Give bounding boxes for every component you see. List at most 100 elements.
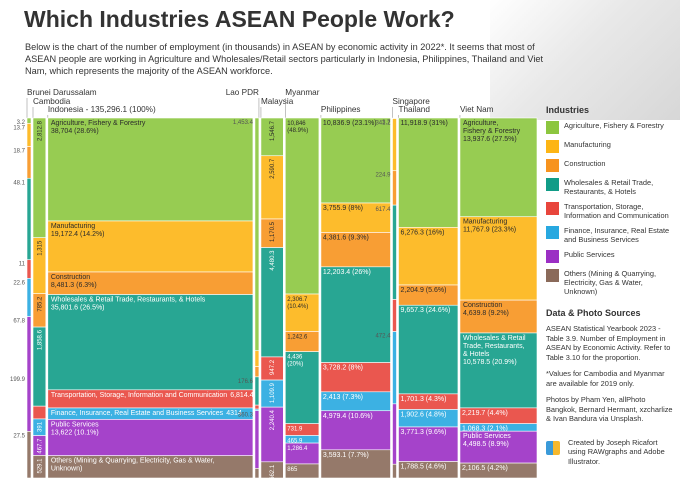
value-label: 2,812.8 xyxy=(37,120,43,141)
column-label: Thailand xyxy=(398,105,430,114)
value-label: 224.9 xyxy=(375,173,391,179)
value-label: 4,639.8 (9.2%) xyxy=(463,310,509,317)
segment xyxy=(392,463,397,479)
value-label: 3,755.9 (8%) xyxy=(323,205,363,212)
segment xyxy=(398,426,459,462)
value-label: 1,701.3 (4.3%) xyxy=(400,396,446,403)
sources-title: Data & Photo Sources xyxy=(546,308,641,318)
segment xyxy=(47,419,254,456)
segment xyxy=(47,294,254,391)
source-note: *Values for Cambodia and Myanmar are ava… xyxy=(546,369,665,388)
value-label: 176.6 xyxy=(238,379,254,385)
sources: ASEAN Statistical Yearbook 2023 - Table … xyxy=(546,324,676,424)
segment xyxy=(254,376,260,406)
segment xyxy=(392,299,397,332)
value-label: 4,436 (20%) xyxy=(287,355,304,368)
segment xyxy=(320,117,391,204)
segment xyxy=(398,304,459,395)
source-note: Photos by Pham Yen, allPhoto Bangkok, Be… xyxy=(546,395,673,423)
segment-name: Construction xyxy=(463,302,502,309)
segment xyxy=(320,362,391,393)
credit-block: Created by Joseph Ricafort using RAWgrap… xyxy=(546,438,676,467)
legend-item: Others (Mining & Quarrying, Electricity,… xyxy=(546,269,676,296)
column-label: Lao PDR xyxy=(226,88,259,97)
value-label: 731.9 xyxy=(287,427,303,433)
value-label: 6,276.3 (16%) xyxy=(400,229,444,236)
value-label: 4,498.5 (8.9%) xyxy=(463,441,509,448)
legend-label: Public Services xyxy=(564,250,615,259)
legend-label: Wholesales & Retail Trade, Restaurants, … xyxy=(564,178,654,196)
value-label: 391 xyxy=(37,421,43,432)
background-photo xyxy=(490,0,680,120)
segment xyxy=(398,117,459,228)
value-label: 13,937.6 (27.5%) xyxy=(463,136,517,143)
segment xyxy=(392,204,397,300)
legend-item: Public Services xyxy=(546,250,676,263)
segment-name: Manufacturing xyxy=(463,219,507,226)
legend-swatch xyxy=(546,269,559,282)
value-label: 35,801.6 (26.5%) xyxy=(51,305,105,312)
value-label: 10,836.9 (23.1%) xyxy=(323,120,377,127)
segment xyxy=(254,404,260,410)
legend-swatch xyxy=(546,250,559,263)
segment xyxy=(320,449,391,479)
segment xyxy=(284,351,320,424)
value-label: 13,622 (10.1%) xyxy=(51,429,99,436)
segment xyxy=(459,332,538,409)
segment-name: Public Services xyxy=(51,421,99,428)
segment xyxy=(392,403,397,465)
segment-name: Manufacturing xyxy=(51,223,95,230)
value-label: 4,979.4 (10.6%) xyxy=(323,413,373,420)
segment xyxy=(459,462,538,479)
logo xyxy=(546,440,560,455)
segment xyxy=(26,316,32,432)
segment xyxy=(47,117,254,222)
legend-swatch xyxy=(546,178,559,191)
value-label: 18.7 xyxy=(13,149,25,155)
credit: Created by Joseph Ricafort using RAWgrap… xyxy=(568,437,665,466)
value-label: 1,109.9 xyxy=(270,382,276,403)
legend-label: Manufacturing xyxy=(564,140,611,149)
segment xyxy=(26,177,32,261)
value-label: 360.3 xyxy=(238,413,254,419)
value-label: 1,286.4 xyxy=(287,446,308,452)
segment-name: Public Services xyxy=(463,433,511,440)
value-label: 22.6 xyxy=(13,280,25,286)
legend-item: Finance, Insurance, Real Estate and Busi… xyxy=(546,226,676,244)
segment xyxy=(47,455,254,479)
value-label: 11 xyxy=(19,262,26,268)
legend-label: Finance, Insurance, Real Estate and Busi… xyxy=(564,226,670,244)
segment xyxy=(392,118,397,172)
legend-swatch xyxy=(546,202,559,215)
value-label: 2,590.7 xyxy=(270,158,276,179)
segment xyxy=(284,117,320,295)
value-label: 10,846 (48.9%) xyxy=(287,121,308,134)
segment xyxy=(26,431,32,479)
segment xyxy=(320,202,391,233)
column-label: Philippines xyxy=(321,105,361,114)
segment-name: Others (Mining & Quarrying, Electricity,… xyxy=(51,458,217,473)
value-label: 2,106.5 (4.2%) xyxy=(462,465,508,472)
segment xyxy=(260,461,284,479)
value-label: 865 xyxy=(287,467,298,473)
segment xyxy=(320,232,391,268)
value-label: 4,381.6 (9.3%) xyxy=(323,234,369,241)
value-label: 11,918.9 (31%) xyxy=(400,120,447,127)
value-label: 467.7 xyxy=(37,438,43,454)
value-label: 1,858.6 xyxy=(37,329,43,350)
segment xyxy=(32,455,47,479)
value-label: 1,315 xyxy=(37,240,43,256)
chart-title: Which Industries ASEAN People Work? xyxy=(24,6,455,32)
value-label: 10,578.5 (20.9%) xyxy=(463,359,517,366)
segment xyxy=(32,405,47,420)
segment-name: Wholesales & Retail Trade, Restaurants, … xyxy=(463,335,528,358)
value-label: 2,204.9 (5.6%) xyxy=(400,287,446,294)
value-label: 3,771.3 (9.6%) xyxy=(400,429,446,436)
value-label: 1,068.3 (2.1%) xyxy=(462,426,508,433)
segment xyxy=(320,266,391,363)
legend-item: Manufacturing xyxy=(546,140,676,153)
segment xyxy=(47,220,254,273)
value-label: 1,546.7 xyxy=(270,120,276,141)
segment-name: Finance, Insurance, Real Estate and Busi… xyxy=(51,410,224,417)
segment xyxy=(26,278,32,317)
